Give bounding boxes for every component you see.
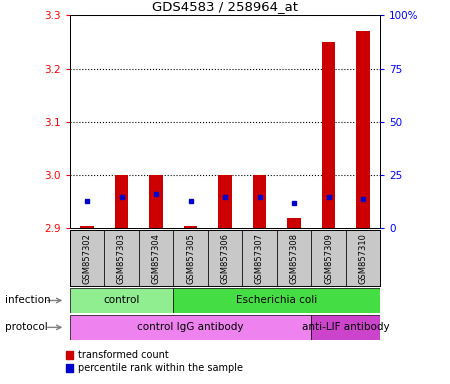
- Text: Escherichia coli: Escherichia coli: [236, 295, 317, 306]
- Bar: [218, 175, 232, 228]
- Bar: [287, 218, 301, 228]
- Text: GSM857309: GSM857309: [324, 233, 333, 284]
- Bar: [70, 288, 173, 313]
- Bar: [346, 230, 380, 286]
- Bar: [173, 288, 380, 313]
- Bar: [80, 226, 94, 228]
- Text: infection: infection: [4, 295, 50, 306]
- Bar: [322, 42, 335, 228]
- Text: GSM857307: GSM857307: [255, 233, 264, 284]
- Legend: transformed count, percentile rank within the sample: transformed count, percentile rank withi…: [66, 351, 243, 373]
- Text: GSM857308: GSM857308: [289, 233, 298, 284]
- Text: GSM857306: GSM857306: [220, 233, 230, 284]
- Bar: [311, 315, 380, 340]
- Text: GSM857310: GSM857310: [359, 233, 368, 284]
- Bar: [242, 230, 277, 286]
- Bar: [139, 230, 173, 286]
- Text: control: control: [104, 295, 140, 306]
- Text: protocol: protocol: [4, 322, 47, 333]
- Text: GSM857302: GSM857302: [82, 233, 91, 284]
- Text: GSM857305: GSM857305: [186, 233, 195, 284]
- Text: anti-LIF antibody: anti-LIF antibody: [302, 322, 390, 333]
- Bar: [208, 230, 242, 286]
- Title: GDS4583 / 258964_at: GDS4583 / 258964_at: [152, 0, 298, 13]
- Bar: [70, 230, 104, 286]
- Bar: [356, 31, 370, 228]
- Bar: [311, 230, 346, 286]
- Text: GSM857303: GSM857303: [117, 233, 126, 284]
- Bar: [149, 175, 163, 228]
- Text: GSM857304: GSM857304: [152, 233, 161, 284]
- Bar: [252, 175, 266, 228]
- Text: control IgG antibody: control IgG antibody: [137, 322, 244, 333]
- Bar: [173, 230, 208, 286]
- Bar: [70, 315, 311, 340]
- Bar: [277, 230, 311, 286]
- Bar: [104, 230, 139, 286]
- Bar: [184, 226, 198, 228]
- Bar: [115, 175, 128, 228]
